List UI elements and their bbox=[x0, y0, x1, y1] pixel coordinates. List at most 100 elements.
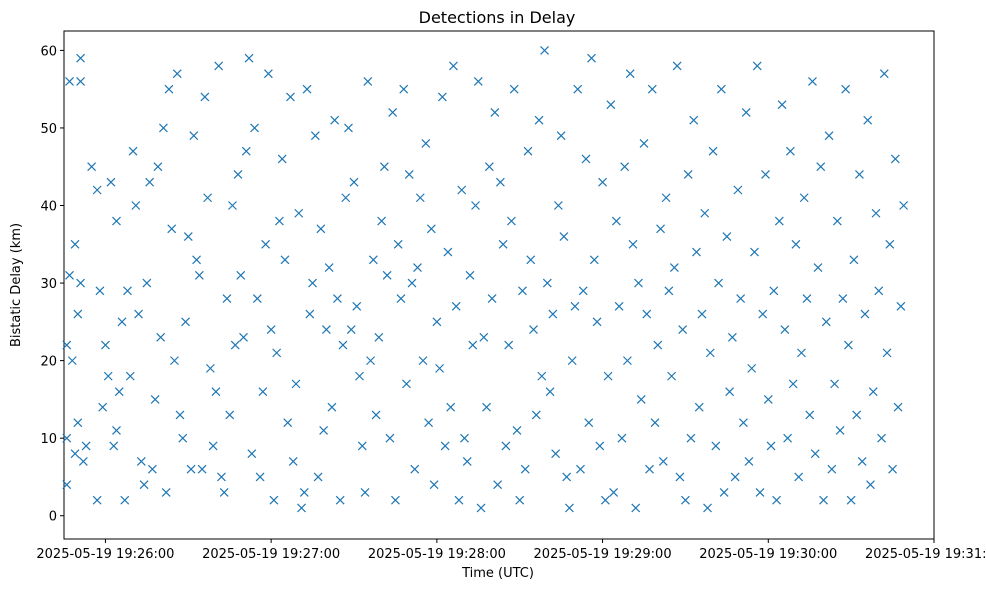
data-point bbox=[855, 170, 864, 179]
data-point bbox=[145, 177, 155, 187]
data-point bbox=[211, 387, 221, 397]
data-point bbox=[769, 286, 779, 296]
data-point bbox=[170, 356, 179, 366]
data-point bbox=[371, 410, 381, 420]
data-point bbox=[67, 356, 77, 366]
data-point bbox=[402, 379, 411, 389]
data-point bbox=[150, 394, 160, 404]
data-point bbox=[703, 503, 712, 513]
data-point bbox=[606, 100, 616, 110]
data-point bbox=[526, 255, 536, 265]
data-point bbox=[736, 294, 746, 303]
x-tick-label: 2025-05-19 19:29:00 bbox=[534, 547, 672, 562]
data-point bbox=[407, 278, 417, 288]
data-point bbox=[705, 348, 715, 358]
data-point bbox=[675, 472, 685, 482]
data-point bbox=[777, 100, 787, 110]
data-point bbox=[123, 286, 132, 296]
data-point bbox=[645, 464, 654, 474]
data-point bbox=[222, 294, 232, 303]
data-point bbox=[860, 309, 870, 319]
data-point bbox=[239, 332, 248, 342]
data-point bbox=[507, 216, 516, 226]
data-point bbox=[611, 216, 621, 226]
data-point bbox=[799, 193, 809, 203]
data-point bbox=[719, 488, 729, 497]
data-point bbox=[672, 61, 682, 71]
data-point bbox=[410, 464, 420, 474]
data-point bbox=[780, 325, 790, 335]
data-point bbox=[540, 45, 549, 55]
data-point bbox=[175, 410, 185, 420]
data-point bbox=[286, 92, 295, 102]
x-axis: 2025-05-19 19:26:00 2025-05-19 19:27:00 20… bbox=[36, 539, 986, 562]
data-point bbox=[294, 208, 304, 218]
data-point bbox=[446, 402, 456, 412]
data-point bbox=[791, 239, 801, 249]
data-point bbox=[686, 433, 696, 443]
data-point bbox=[164, 84, 174, 94]
data-point bbox=[573, 84, 583, 94]
data-point bbox=[600, 495, 610, 505]
data-point bbox=[493, 480, 503, 490]
data-point bbox=[609, 488, 619, 497]
y-axis: 0 10 20 30 40 50 60 bbox=[40, 44, 64, 525]
data-point bbox=[136, 457, 146, 466]
data-point bbox=[473, 76, 483, 86]
data-point bbox=[487, 294, 497, 303]
data-point bbox=[570, 301, 580, 311]
data-point bbox=[479, 332, 489, 342]
y-tick-label: 20 bbox=[40, 355, 57, 370]
data-point bbox=[266, 325, 276, 335]
data-point bbox=[711, 441, 721, 451]
data-point bbox=[128, 146, 138, 156]
data-point bbox=[595, 441, 605, 451]
data-point bbox=[816, 162, 826, 172]
data-point bbox=[501, 441, 511, 451]
data-point bbox=[614, 301, 624, 311]
data-point bbox=[112, 425, 121, 435]
data-point bbox=[885, 239, 895, 249]
data-point bbox=[576, 464, 585, 474]
data-point bbox=[62, 480, 72, 490]
data-point bbox=[457, 185, 467, 195]
data-point bbox=[355, 371, 364, 381]
data-point bbox=[269, 495, 279, 505]
data-point bbox=[537, 371, 547, 381]
data-point bbox=[774, 216, 784, 226]
chart-title: Detections in Delay bbox=[419, 8, 576, 27]
data-point bbox=[429, 480, 439, 490]
data-point bbox=[658, 457, 668, 466]
y-tick-label: 30 bbox=[40, 277, 57, 292]
data-point bbox=[763, 394, 773, 404]
data-point bbox=[841, 84, 851, 94]
data-point bbox=[827, 464, 837, 474]
data-point bbox=[399, 84, 409, 94]
data-point bbox=[382, 270, 392, 280]
data-point bbox=[181, 317, 190, 327]
data-point bbox=[272, 348, 282, 358]
data-point bbox=[81, 441, 91, 451]
data-point bbox=[730, 472, 740, 482]
data-point bbox=[625, 69, 635, 79]
data-point bbox=[739, 418, 748, 428]
data-point bbox=[556, 131, 566, 141]
data-point bbox=[92, 495, 102, 505]
data-point bbox=[250, 123, 259, 133]
data-point bbox=[515, 495, 525, 505]
data-point bbox=[747, 363, 757, 373]
data-point bbox=[134, 309, 143, 319]
x-axis-label: Time (UTC) bbox=[461, 566, 534, 581]
data-point bbox=[512, 425, 522, 435]
data-point bbox=[103, 371, 113, 381]
data-point bbox=[603, 371, 613, 381]
data-point bbox=[261, 239, 271, 249]
data-point bbox=[866, 480, 875, 490]
data-point bbox=[838, 294, 848, 303]
data-point bbox=[893, 402, 903, 412]
data-point bbox=[299, 488, 309, 497]
data-point bbox=[302, 84, 312, 94]
data-point bbox=[330, 115, 340, 125]
data-point bbox=[324, 263, 334, 272]
data-point bbox=[156, 332, 166, 342]
